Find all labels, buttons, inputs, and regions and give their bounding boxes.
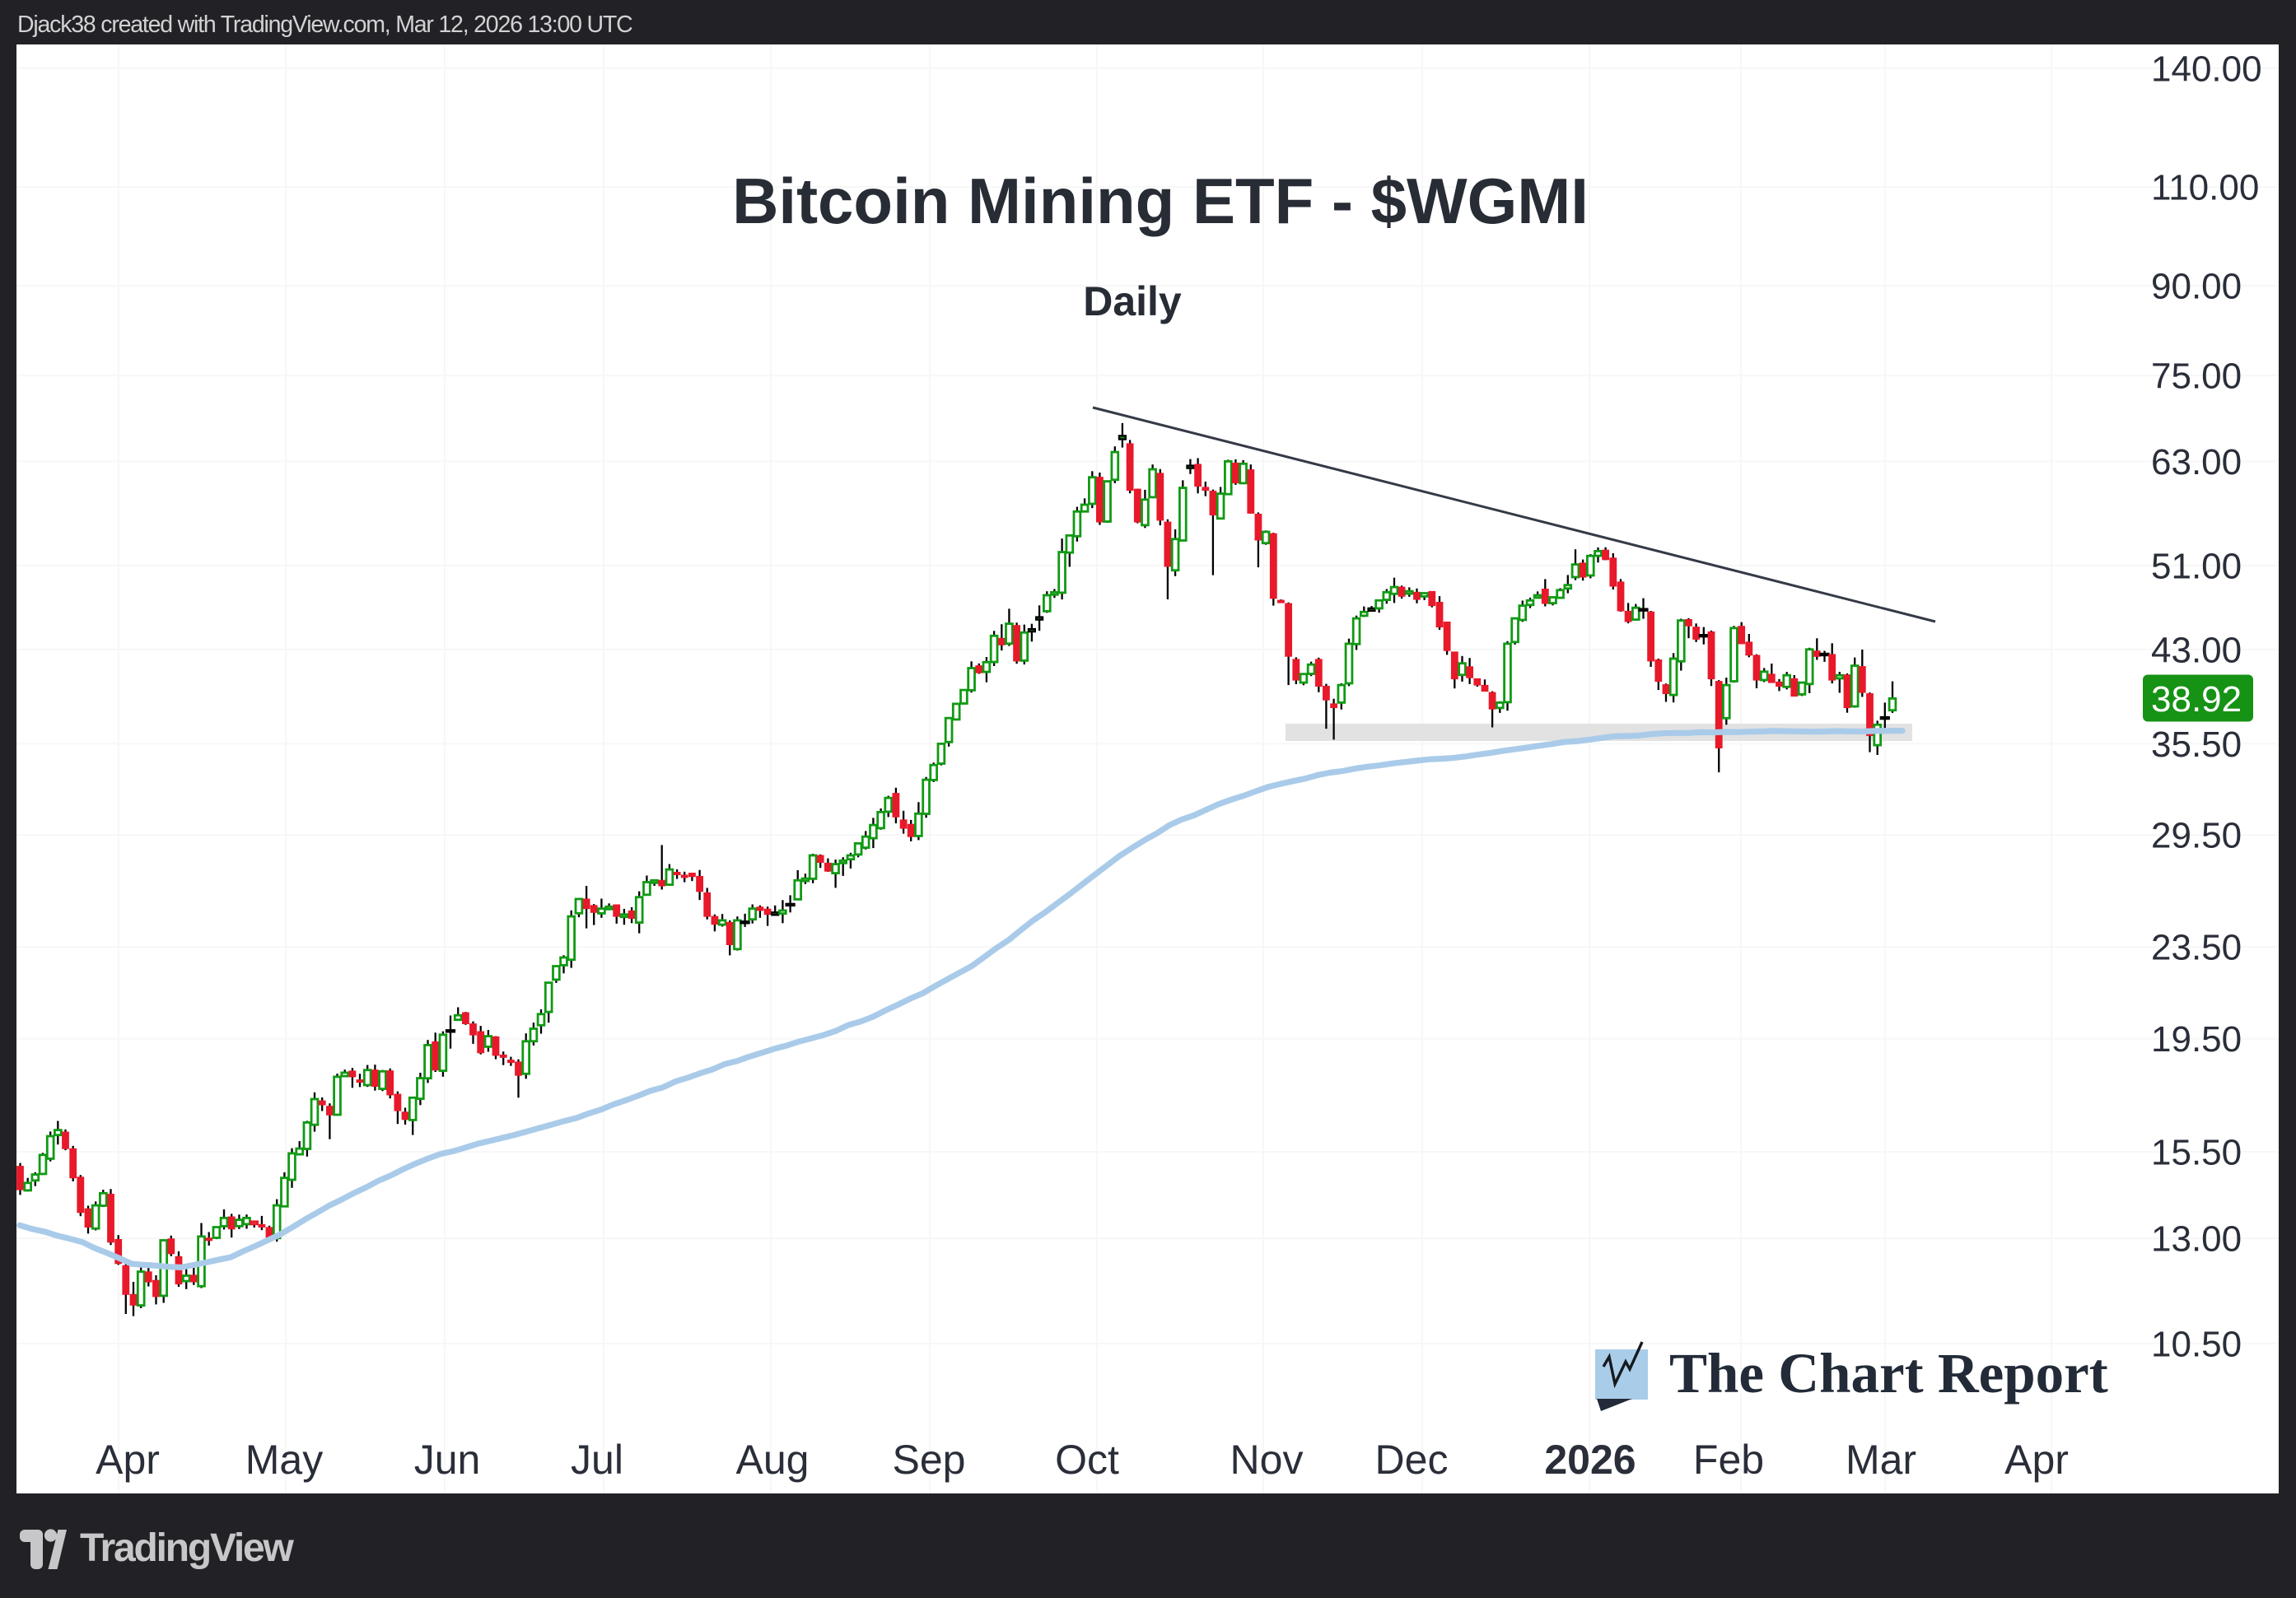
svg-text:19.50: 19.50 bbox=[2151, 1019, 2242, 1060]
svg-text:15.50: 15.50 bbox=[2151, 1133, 2242, 1173]
svg-text:51.00: 51.00 bbox=[2151, 546, 2242, 586]
svg-text:Daily: Daily bbox=[1083, 278, 1182, 324]
svg-text:TradingView: TradingView bbox=[80, 1526, 295, 1570]
svg-text:29.50: 29.50 bbox=[2151, 816, 2242, 856]
svg-text:10.50: 10.50 bbox=[2151, 1324, 2242, 1364]
svg-text:Sep: Sep bbox=[893, 1437, 966, 1483]
svg-text:Nov: Nov bbox=[1230, 1437, 1304, 1483]
svg-text:35.50: 35.50 bbox=[2151, 724, 2242, 765]
svg-text:Mar: Mar bbox=[1846, 1437, 1916, 1483]
svg-text:63.00: 63.00 bbox=[2151, 442, 2242, 482]
svg-text:23.50: 23.50 bbox=[2151, 928, 2242, 968]
svg-text:13.00: 13.00 bbox=[2151, 1219, 2242, 1260]
svg-text:Jun: Jun bbox=[414, 1437, 481, 1483]
svg-text:The Chart Report: The Chart Report bbox=[1669, 1342, 2108, 1405]
svg-text:Apr: Apr bbox=[96, 1437, 160, 1483]
svg-text:Feb: Feb bbox=[1693, 1437, 1764, 1483]
svg-text:140.00: 140.00 bbox=[2151, 49, 2262, 89]
svg-text:38.92: 38.92 bbox=[2151, 679, 2242, 720]
svg-text:Apr: Apr bbox=[2004, 1437, 2069, 1483]
svg-text:110.00: 110.00 bbox=[2151, 168, 2259, 208]
svg-text:Dec: Dec bbox=[1375, 1437, 1449, 1483]
svg-text:2026: 2026 bbox=[1544, 1437, 1636, 1483]
svg-text:Jul: Jul bbox=[571, 1437, 623, 1483]
svg-text:Bitcoin Mining ETF - $WGMI: Bitcoin Mining ETF - $WGMI bbox=[732, 165, 1589, 237]
svg-text:90.00: 90.00 bbox=[2151, 267, 2242, 307]
svg-text:75.00: 75.00 bbox=[2151, 356, 2242, 397]
svg-text:Oct: Oct bbox=[1055, 1437, 1119, 1483]
svg-text:May: May bbox=[245, 1437, 323, 1483]
svg-text:Aug: Aug bbox=[736, 1437, 810, 1483]
svg-text:43.00: 43.00 bbox=[2151, 630, 2242, 670]
